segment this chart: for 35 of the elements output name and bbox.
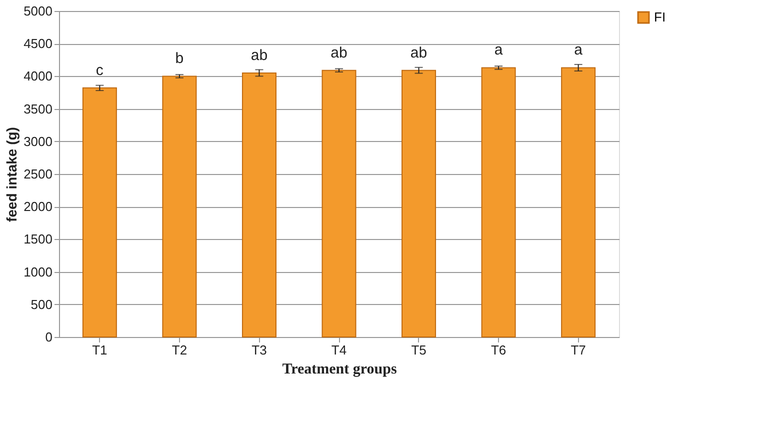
x-axis-title: Treatment groups [282, 362, 397, 378]
y-axis-title: feed intake (g) [4, 127, 20, 222]
x-tick-label: T5 [411, 342, 426, 358]
annotation: ab [410, 44, 428, 62]
y-tick-label: 4000 [24, 68, 52, 84]
annotation: a [574, 42, 584, 59]
legend-label: FI [654, 10, 666, 24]
x-tick-label: T7 [570, 342, 586, 358]
y-tick-label: 1500 [24, 232, 52, 247]
y-tick-label: 3500 [24, 101, 52, 116]
annotation: c [96, 62, 104, 79]
x-tick-label: T4 [331, 342, 347, 358]
x-tick-label: T3 [252, 342, 267, 358]
y-tick-label: 5000 [24, 4, 52, 18]
bar [242, 72, 276, 338]
bar [561, 67, 596, 338]
y-tick-label: 2500 [24, 166, 52, 182]
annotation: b [175, 50, 184, 68]
y-tick-label: 0 [45, 330, 52, 344]
annotation: ab [250, 46, 268, 64]
x-tick-label: T1 [92, 342, 108, 358]
y-tick-label: 1000 [24, 264, 52, 280]
y-tick-label: 3000 [24, 134, 52, 149]
annotation: ab [330, 44, 348, 62]
y-tick-label: 2000 [24, 199, 52, 214]
y-tick-label: 500 [30, 296, 52, 312]
bar [82, 87, 117, 338]
bar [402, 70, 436, 338]
y-tick-label: 4500 [24, 36, 52, 52]
bar [322, 70, 356, 338]
bar [162, 76, 197, 338]
x-tick-label: T6 [490, 342, 506, 358]
annotation: a [494, 42, 504, 59]
bar [481, 67, 516, 338]
x-tick-label: T2 [172, 342, 188, 358]
